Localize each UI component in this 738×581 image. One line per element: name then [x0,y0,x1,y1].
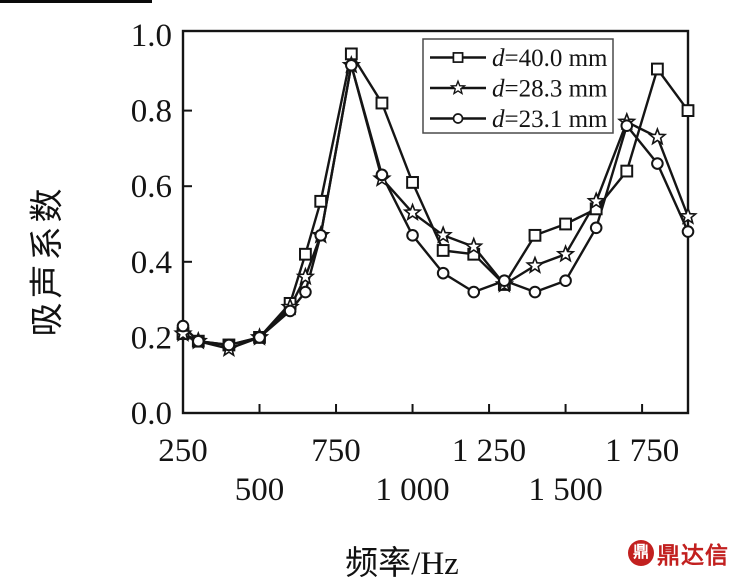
legend-entry-1: d=28.3 mm [430,76,608,103]
data-point-marker-star [678,206,698,225]
data-point-marker-star [647,126,668,146]
scan-artifact-line [0,0,152,3]
data-point-marker-circle [528,285,542,299]
data-point-marker-star [464,236,484,255]
y-tick-label: 0.2 [131,320,172,356]
data-point-marker-circle [283,304,297,318]
data-point-marker-circle [253,331,266,344]
y-axis-title: 吸声系数 [29,184,67,337]
data-point-marker-star [295,266,316,286]
data-point-marker-square [650,62,664,76]
data-point-marker-circle [192,334,205,348]
x-tick-label: 1 500 [528,472,602,508]
data-point-marker-circle [559,274,572,288]
data-point-marker-circle [436,266,450,280]
data-point-marker-square [314,194,328,208]
legend-entry-2: d=23.1 mm [430,106,608,133]
dingdaxin-logo-icon: 鼎 [628,540,654,566]
data-point-marker-circle [299,285,312,299]
y-tick-label: 1.0 [131,18,172,54]
data-point-marker-star [449,79,467,96]
data-point-marker-square [375,96,389,110]
data-point-marker-star [402,202,423,221]
y-tick-label: 0.0 [131,396,172,432]
data-point-marker-circle [375,168,389,182]
x-tick-label: 500 [235,472,285,508]
data-point-marker-square [436,244,450,257]
data-point-marker-circle [498,274,511,288]
data-point-marker-circle [452,113,464,124]
data-point-marker-circle [345,58,358,72]
data-point-marker-square [681,104,695,117]
data-point-marker-circle [406,229,419,242]
data-point-marker-star [586,191,606,210]
data-point-marker-square [299,247,312,261]
data-point-marker-circle [589,221,603,235]
y-tick-label: 0.6 [131,169,172,205]
legend-entry-0: d=40.0 mm [430,45,608,72]
data-point-marker-star [555,243,576,263]
x-tick-label: 1 250 [452,433,526,469]
data-point-marker-star [173,323,193,342]
data-point-marker-circle [620,119,634,133]
watermark-logo: 鼎 鼎达信 [628,536,729,570]
data-point-marker-square [452,52,464,63]
data-point-marker-circle [651,157,664,170]
x-tick-label: 1 750 [605,433,679,469]
legend-entry-label: d=23.1 mm [492,106,608,133]
data-point-marker-circle [176,319,190,333]
data-point-marker-square [406,176,419,189]
data-point-marker-square [559,217,572,231]
legend-entry-label: d=28.3 mm [492,76,608,103]
x-tick-label: 250 [158,433,208,469]
legend-entry-label: d=40.0 mm [492,45,608,72]
data-point-marker-circle [681,225,695,238]
watermark-text: 鼎达信 [657,542,729,568]
data-point-marker-square [620,164,634,178]
x-tick-label: 750 [311,433,361,469]
data-point-marker-star [433,225,453,244]
data-point-marker-circle [467,285,481,299]
x-tick-label: 1 000 [375,472,449,508]
data-point-marker-circle [222,338,236,352]
data-point-marker-square [528,228,542,242]
x-axis-title: 频率/Hz [345,546,459,581]
data-point-marker-star [525,255,545,274]
y-tick-label: 0.4 [131,245,172,281]
data-point-marker-circle [314,229,328,242]
y-tick-label: 0.8 [131,94,172,130]
plot-frame [181,29,690,415]
